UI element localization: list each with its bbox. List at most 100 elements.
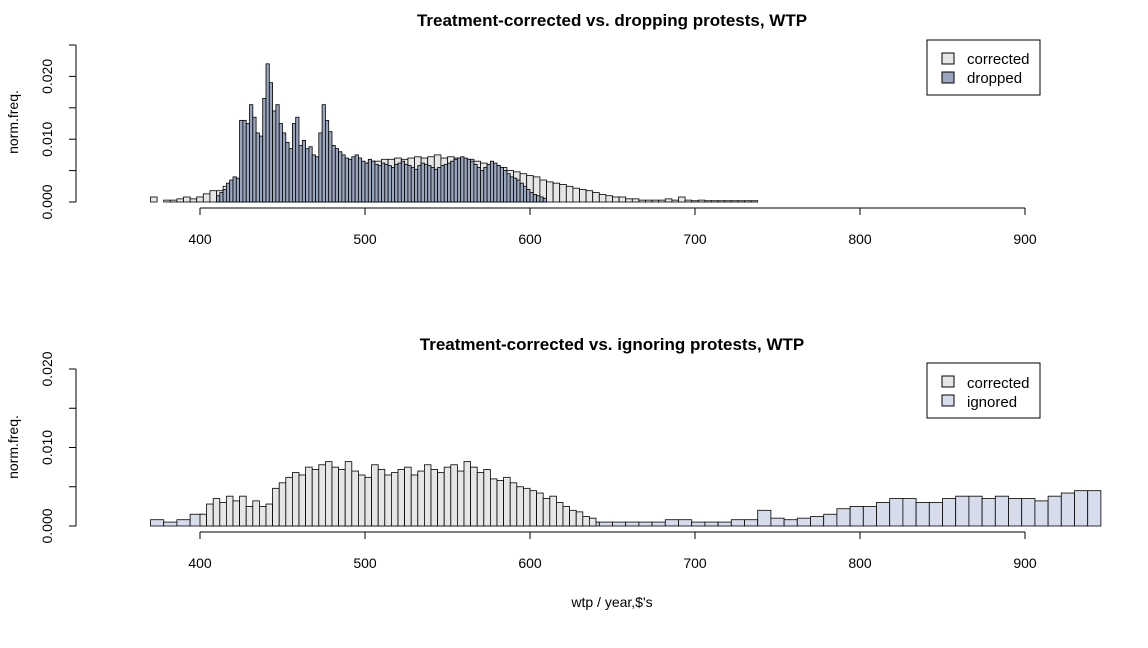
histogram-bar-dropped [513,177,518,203]
histogram-bar-dropped [331,145,336,203]
histogram-bar-ignored [1047,495,1062,527]
histogram-bar-dropped [288,148,293,203]
histogram-bar-dropped [285,141,290,203]
x-tick-label: 600 [518,555,542,571]
histogram-bar-ignored [704,521,719,527]
histogram-bar-dropped [351,156,356,203]
histogram-bar-dropped [328,131,333,203]
chart-title: Treatment-corrected vs. ignoring protest… [420,335,804,354]
histogram-bar-corrected [351,470,359,527]
histogram-bar-ignored [612,521,627,527]
histogram-bar-corrected [546,181,554,203]
x-tick-label: 800 [848,231,872,247]
histogram-bar-corrected [737,200,745,203]
histogram-bar-corrected [331,466,339,527]
histogram-bar-ignored [915,502,930,527]
histogram-bar-dropped [390,167,396,203]
legend-box [926,362,1041,419]
histogram-bar-ignored [849,505,864,527]
histogram-bar-dropped [466,158,471,203]
histogram-bar-corrected [364,476,372,527]
histogram-bar-corrected [202,193,211,203]
histogram-bar-corrected [206,503,214,527]
histogram-bar-ignored [968,495,983,527]
histogram-bar-corrected [278,482,287,527]
x-tick-label: 400 [188,231,212,247]
histogram-bar-dropped [249,104,254,203]
histogram-bar-dropped [536,195,541,203]
histogram-bar-corrected [605,195,613,203]
histogram-bar-ignored [678,519,693,527]
histogram-bar-dropped [519,182,524,203]
legend-label-dropped: dropped [967,70,1022,87]
histogram-bar-dropped [447,162,452,203]
histogram-bar-dropped [450,160,455,203]
histogram-bar-dropped [305,148,310,203]
histogram-bar-corrected [183,196,191,203]
histogram-bar-dropped [417,165,422,203]
histogram-bar-corrected [212,498,221,527]
histogram-bar-dropped [437,167,442,203]
histogram-bar-dropped [443,163,448,203]
histogram-bar-corrected [163,199,171,203]
histogram-bar-dropped [361,160,366,203]
histogram-bar-dropped [470,160,475,203]
histogram-bar-dropped [532,194,537,203]
histogram-bar-dropped [397,162,402,203]
histogram-bar-dropped [255,132,260,203]
histogram-bar-ignored [1021,498,1036,527]
histogram-bar-ignored [862,505,877,527]
x-tick-label: 900 [1013,231,1037,247]
legend-swatch-corrected [941,375,955,388]
histogram-bar-dropped [377,165,382,203]
histogram-bar-corrected [572,187,580,203]
histogram-bar-dropped [219,192,224,203]
panel-dropping: Treatment-corrected vs. dropping protest… [5,11,1041,247]
histogram-bar-ignored [1008,498,1023,527]
histogram-bar-corrected [562,505,570,527]
histogram-bar-dropped [440,165,445,203]
histogram-bar-corrected [509,482,518,527]
histogram-bar-ignored [955,495,970,527]
histogram-bar-corrected [265,503,273,527]
histogram-bar-dropped [225,182,231,203]
x-tick-label: 700 [683,555,707,571]
histogram-bar-ignored [598,521,613,527]
histogram-bar-ignored [664,519,679,527]
histogram-bar-dropped [235,177,241,203]
histogram-bar-dropped [321,104,326,203]
y-axis-label: norm.freq. [5,415,21,479]
histogram-bar-dropped [232,176,237,203]
histogram-bar-ignored [902,498,917,527]
histogram-bar-corrected [717,200,726,203]
histogram-bar-corrected [556,502,564,527]
x-tick-label: 800 [848,555,872,571]
histogram-bar-corrected [430,469,438,527]
histogram-bar-corrected [559,184,567,203]
histogram-bar-dropped [453,158,458,203]
histogram-bar-corrected [529,490,537,527]
histogram-bar-dropped [523,185,528,203]
histogram-bar-dropped [344,157,349,203]
histogram-bar-ignored [757,509,772,527]
histogram-bar-dropped [394,163,399,203]
histogram-bar-dropped [252,116,257,203]
y-tick-label: 0.010 [39,121,55,156]
histogram-bar-dropped [258,135,264,203]
histogram-bar-corrected [651,199,660,203]
histogram-bar-corrected [196,196,204,203]
histogram-bar-corrected [697,199,706,203]
histogram-bar-corrected [305,466,313,527]
y-tick-label: 0.000 [39,184,55,219]
histogram-bar-dropped [262,97,267,203]
histogram-bar-ignored [625,521,640,527]
histogram-bar-dropped [315,156,320,203]
histogram-bar-corrected [542,498,551,527]
histogram-bar-dropped [265,63,270,203]
axes-group: 400 500 600 700 800 900 0.000 0.010 0.020 [39,44,1037,247]
histogram-bar-dropped [483,167,488,203]
histogram-bar-ignored [730,519,745,527]
histogram-bar-corrected [744,200,752,203]
